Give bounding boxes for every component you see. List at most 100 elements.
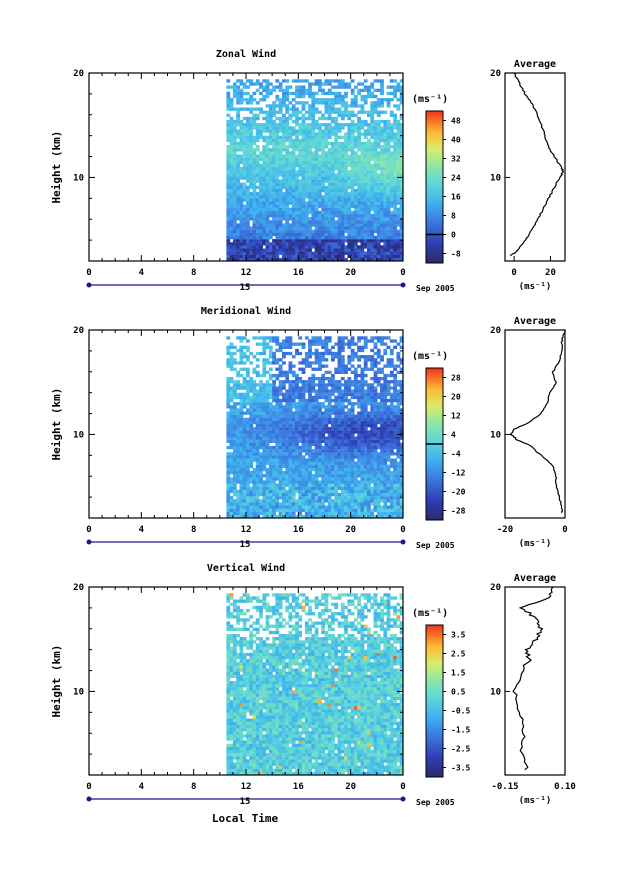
heatmap-cell	[393, 198, 397, 202]
heatmap-cell	[236, 386, 240, 390]
heatmap-cell	[288, 201, 293, 205]
heatmap-cell	[337, 239, 342, 243]
heatmap-cell	[282, 492, 286, 497]
heatmap-cell	[308, 380, 312, 384]
heatmap-cell	[288, 395, 293, 400]
heatmap-cell	[255, 458, 260, 462]
heatmap-cell	[367, 464, 371, 468]
heatmap-cell	[321, 430, 325, 434]
heatmap-cell	[285, 167, 290, 171]
heatmap-cell	[344, 414, 348, 418]
heatmap-cell	[314, 232, 319, 237]
heatmap-cell	[242, 123, 247, 127]
heatmap-cell	[295, 452, 299, 456]
heatmap-cell	[262, 232, 267, 237]
heatmap-cell	[331, 145, 335, 149]
heatmap-cell	[259, 254, 263, 258]
heatmap-cell	[275, 94, 280, 99]
heatmap-cell	[321, 207, 325, 211]
heatmap-cell	[331, 398, 335, 403]
heatmap-cell	[347, 163, 352, 168]
heatmap-cell	[236, 214, 240, 218]
heatmap-cell	[344, 207, 348, 211]
heatmap-cell	[265, 126, 270, 130]
heatmap-cell	[324, 145, 329, 149]
heatmap-cell	[340, 113, 345, 117]
heatmap-cell	[304, 207, 309, 211]
heatmap-cell	[285, 351, 290, 356]
heatmap-cell	[308, 492, 312, 497]
heatmap-cell	[236, 480, 240, 484]
heatmap-cell	[308, 364, 312, 368]
heatmap-cell	[288, 367, 293, 371]
heatmap-cell	[314, 242, 319, 246]
heatmap-cell	[275, 217, 280, 221]
heatmap-cell	[301, 182, 306, 186]
heatmap-cell	[347, 229, 352, 233]
heatmap-cell	[229, 132, 234, 136]
heatmap-cell	[268, 345, 273, 349]
heatmap-cell	[285, 254, 290, 258]
heatmap-cell	[353, 480, 358, 484]
heatmap-cell	[308, 129, 312, 133]
heatmap-cell	[295, 257, 299, 262]
heatmap-cell	[229, 351, 234, 356]
heatmap-cell	[367, 126, 371, 130]
heatmap-cell	[272, 336, 276, 340]
heatmap-cell	[249, 430, 254, 434]
heatmap-cell	[246, 386, 250, 390]
heatmap-cell	[298, 398, 303, 403]
heatmap-cell	[331, 220, 335, 224]
heatmap-cell	[242, 505, 247, 509]
heatmap-cell	[370, 223, 375, 227]
heatmap-cell	[255, 185, 260, 190]
heatmap-cell	[236, 94, 240, 99]
heatmap-cell	[239, 217, 244, 221]
heatmap-cell	[275, 458, 280, 462]
heatmap-cell	[340, 402, 345, 406]
heatmap-cell	[262, 486, 267, 490]
heatmap-cell	[350, 452, 355, 456]
heatmap-cell	[278, 135, 283, 139]
heatmap-cell	[255, 474, 260, 478]
heatmap-cell	[337, 185, 342, 190]
heatmap-cell	[255, 201, 260, 205]
heatmap-cell	[337, 395, 342, 400]
heatmap-cell	[301, 79, 306, 83]
heatmap-cell	[350, 505, 355, 509]
heatmap-cell	[327, 163, 332, 168]
heatmap-cell	[298, 436, 303, 440]
heatmap-cell	[357, 157, 361, 161]
heatmap-cell	[265, 141, 270, 146]
heatmap-cell	[334, 210, 339, 215]
heatmap-cell	[389, 123, 394, 127]
heatmap-cell	[318, 235, 322, 240]
heatmap-cell	[337, 245, 342, 249]
heatmap-cell	[396, 179, 401, 183]
heatmap-cell	[347, 207, 352, 211]
heatmap-cell	[272, 201, 276, 205]
heatmap-cell	[314, 120, 319, 124]
heatmap-cell	[334, 226, 339, 230]
heatmap-cell	[318, 214, 322, 218]
heatmap-cell	[226, 220, 231, 224]
heatmap-cell	[282, 251, 286, 255]
heatmap-cell	[353, 342, 358, 346]
heatmap-cell	[304, 204, 309, 208]
heatmap-cell	[370, 110, 375, 114]
heatmap-cell	[278, 239, 283, 243]
heatmap-cell	[301, 386, 306, 390]
heatmap-cell	[318, 129, 322, 133]
heatmap-cell	[331, 411, 335, 415]
heatmap-cell	[324, 508, 329, 512]
heatmap-cell	[353, 508, 358, 512]
heatmap-cell	[242, 483, 247, 487]
heatmap-cell	[282, 148, 286, 152]
heatmap-cell	[272, 245, 276, 249]
heatmap-cell	[367, 204, 371, 208]
heatmap-cell	[318, 342, 322, 346]
heatmap-cell	[331, 154, 335, 158]
heatmap-cell	[229, 195, 234, 199]
heatmap-cell	[304, 132, 309, 136]
heatmap-cell	[360, 195, 365, 199]
